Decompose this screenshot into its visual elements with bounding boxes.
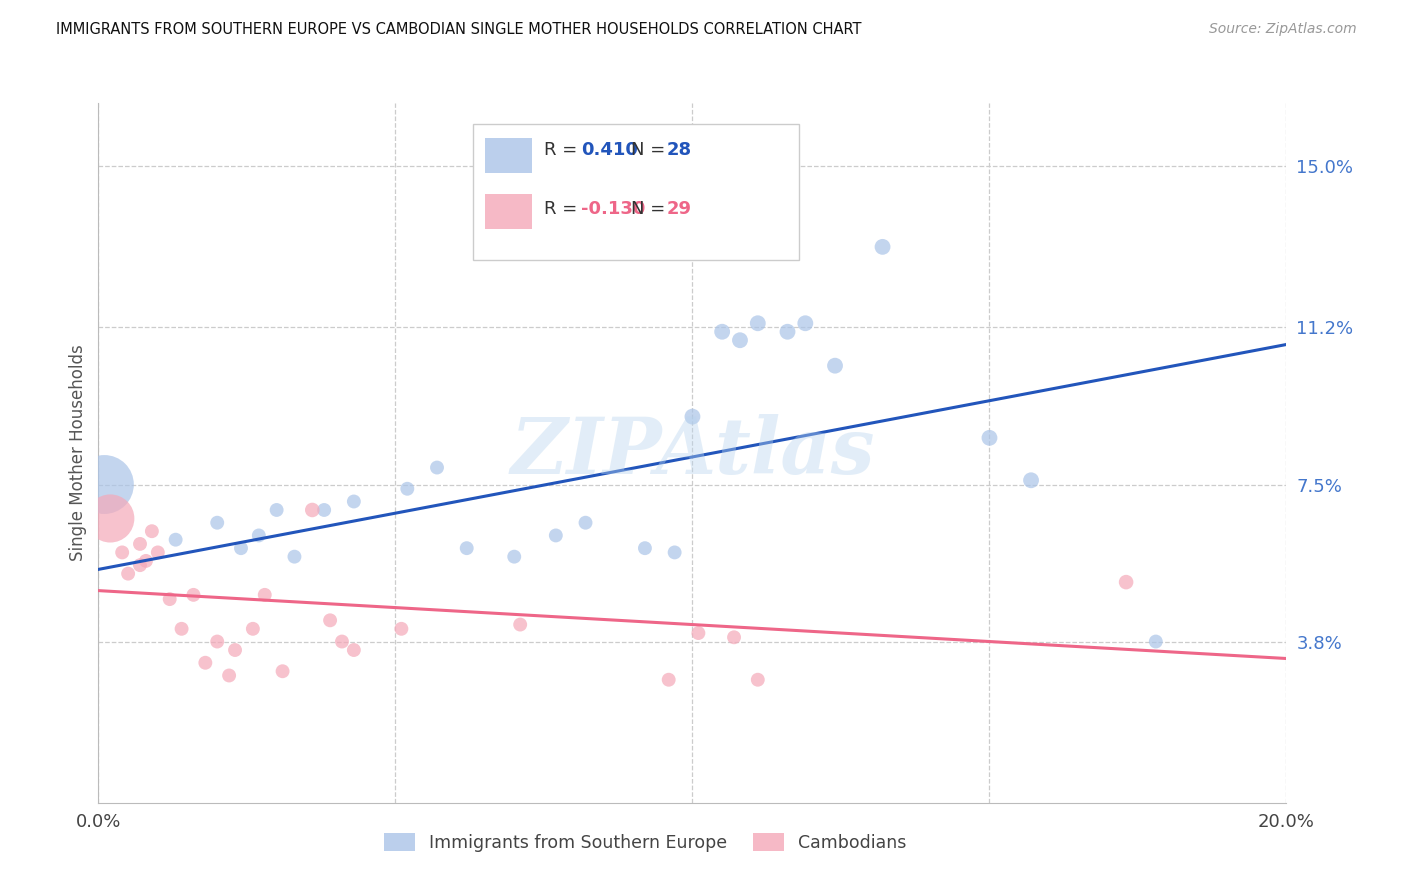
Point [117,566,139,581]
Y-axis label: Single Mother Households: Single Mother Households [69,344,87,561]
Point [574,516,596,530]
Point [271,665,294,679]
Point [135,554,157,568]
FancyBboxPatch shape [472,124,800,260]
Point [159,592,181,607]
Point [343,643,366,657]
Point [93,477,115,491]
Point [141,524,163,539]
Point [205,516,228,530]
Point [544,528,567,542]
Point [664,545,686,559]
Point [658,673,681,687]
Point [711,325,734,339]
Point [283,549,305,564]
Text: IMMIGRANTS FROM SOUTHERN EUROPE VS CAMBODIAN SINGLE MOTHER HOUSEHOLDS CORRELATIO: IMMIGRANTS FROM SOUTHERN EUROPE VS CAMBO… [56,22,862,37]
Point [1115,575,1137,590]
Text: 29: 29 [666,200,692,218]
Text: 0.410: 0.410 [581,141,638,159]
Point [330,634,353,648]
Text: ZIPAtlas: ZIPAtlas [510,415,875,491]
Text: N =: N = [631,200,671,218]
FancyBboxPatch shape [485,137,531,173]
Point [396,482,419,496]
Point [218,668,240,682]
Point [681,409,703,424]
Point [229,541,252,556]
Text: R =: R = [544,141,583,159]
Point [389,622,412,636]
Point [723,630,745,644]
Point [165,533,187,547]
Text: -0.130: -0.130 [581,200,645,218]
Point [129,558,152,573]
Text: R =: R = [544,200,583,218]
Point [776,325,799,339]
Point [129,537,152,551]
Point [314,503,336,517]
Point [426,460,449,475]
Point [794,316,817,330]
Point [1019,473,1042,487]
Point [242,622,264,636]
Point [301,503,323,517]
Text: N =: N = [631,141,671,159]
Point [247,528,270,542]
Point [194,656,217,670]
Point [205,634,228,648]
Point [183,588,205,602]
Point [253,588,276,602]
Point [747,316,769,330]
Point [503,549,526,564]
Point [111,545,134,559]
FancyBboxPatch shape [485,194,531,228]
Point [266,503,288,517]
Point [688,626,710,640]
Text: Source: ZipAtlas.com: Source: ZipAtlas.com [1209,22,1357,37]
Legend: Immigrants from Southern Europe, Cambodians: Immigrants from Southern Europe, Cambodi… [375,824,915,861]
Point [747,673,769,687]
Point [170,622,193,636]
Point [634,541,657,556]
Point [509,617,531,632]
Point [98,511,121,525]
Point [872,240,894,254]
Point [224,643,246,657]
Point [146,545,169,559]
Point [824,359,846,373]
Point [1144,634,1167,648]
Point [343,494,366,508]
Point [319,613,342,627]
Point [456,541,478,556]
Point [728,333,751,347]
Point [979,431,1001,445]
Text: 28: 28 [666,141,692,159]
